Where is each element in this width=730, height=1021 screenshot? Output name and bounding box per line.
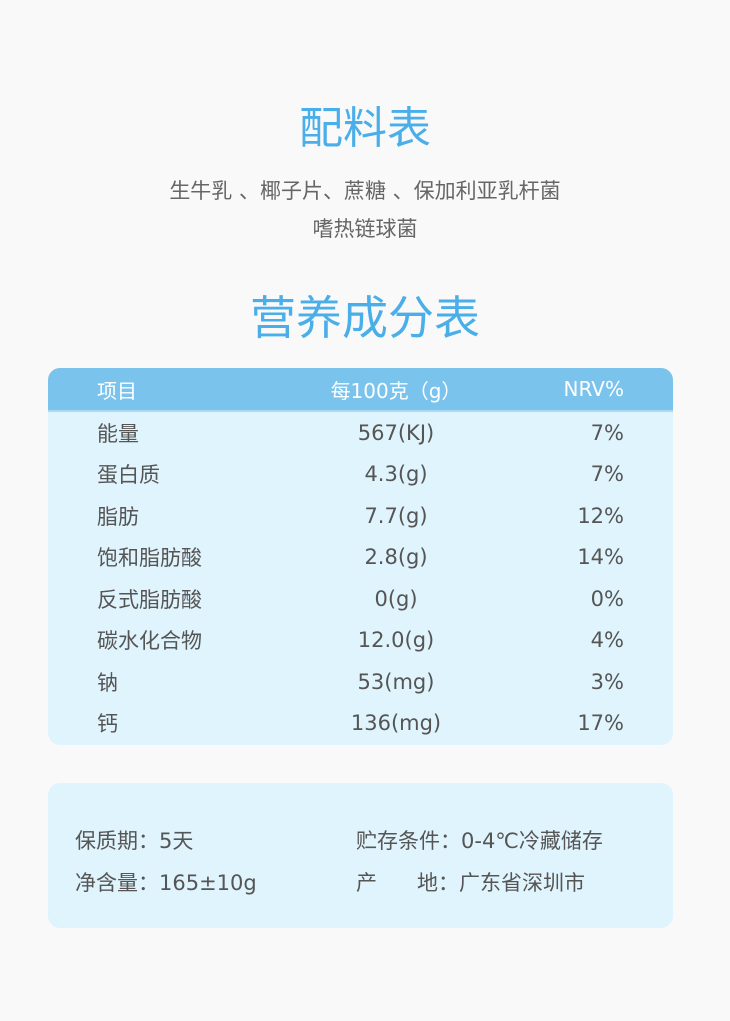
net-content: 净含量：165±10g xyxy=(75,871,257,895)
table-row: 能量 567(KJ) 7% xyxy=(48,412,673,454)
ingredients-line-2: 嗜热链球菌 xyxy=(312,217,418,241)
origin: 产 地：广东省深圳市 xyxy=(356,871,586,895)
row-item: 蛋白质 xyxy=(97,463,160,488)
row-nrv: 4% xyxy=(590,628,624,653)
row-item: 能量 xyxy=(97,421,139,446)
row-nrv: 14% xyxy=(577,545,624,570)
row-amount: 7.7(g) xyxy=(364,503,428,528)
table-row: 反式脂肪酸 0(g) 0% xyxy=(48,578,673,620)
header-nrv: NRV% xyxy=(563,377,624,401)
row-nrv: 7% xyxy=(590,420,624,445)
row-nrv: 17% xyxy=(577,711,624,736)
nutrition-table: 项目 每100克（g） NRV% 能量 567(KJ) 7% 蛋白质 4.3(g) 7% 脂… xyxy=(48,368,673,745)
row-item: 反式脂肪酸 xyxy=(97,587,202,612)
row-item: 钠 xyxy=(97,670,118,695)
row-item: 钙 xyxy=(97,712,118,737)
table-row: 饱和脂肪酸 2.8(g) 14% xyxy=(48,537,673,579)
storage-conditions: 贮存条件：0-4℃冷藏储存 xyxy=(356,829,603,853)
shelf-life: 保质期：5天 xyxy=(75,829,194,853)
row-amount: 4.3(g) xyxy=(364,462,428,487)
header-item: 项目 xyxy=(97,378,137,403)
row-nrv: 7% xyxy=(590,462,624,487)
header-amount: 每100克（g） xyxy=(330,378,462,403)
row-amount: 567(KJ) xyxy=(357,420,435,445)
row-item: 碳水化合物 xyxy=(97,629,202,654)
row-nrv: 12% xyxy=(577,503,624,528)
row-amount: 12.0(g) xyxy=(357,628,435,653)
table-row: 碳水化合物 12.0(g) 4% xyxy=(48,620,673,662)
row-amount: 53(mg) xyxy=(357,669,435,694)
table-row: 钠 53(mg) 3% xyxy=(48,661,673,703)
table-row: 脂肪 7.7(g) 12% xyxy=(48,495,673,537)
table-header: 项目 每100克（g） NRV% xyxy=(48,368,673,412)
nutrition-title: 营养成分表 xyxy=(250,291,480,345)
row-nrv: 0% xyxy=(590,586,624,611)
row-amount: 2.8(g) xyxy=(364,545,428,570)
row-nrv: 3% xyxy=(590,669,624,694)
row-item: 饱和脂肪酸 xyxy=(97,546,202,571)
row-item: 脂肪 xyxy=(97,504,139,529)
row-amount: 0(g) xyxy=(374,586,418,611)
row-amount: 136(mg) xyxy=(350,711,442,736)
ingredients-title: 配料表 xyxy=(299,103,431,154)
product-info-panel: 保质期：5天 贮存条件：0-4℃冷藏储存 净含量：165±10g 产 地：广东省… xyxy=(48,783,673,928)
ingredients-line-1: 生牛乳 、椰子片、蔗糖 、保加利亚乳杆菌 xyxy=(169,179,561,203)
table-row: 钙 136(mg) 17% xyxy=(48,703,673,745)
table-row: 蛋白质 4.3(g) 7% xyxy=(48,454,673,496)
